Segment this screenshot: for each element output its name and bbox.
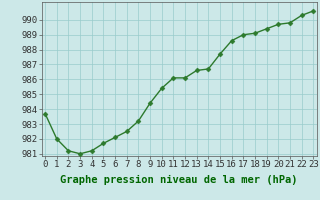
X-axis label: Graphe pression niveau de la mer (hPa): Graphe pression niveau de la mer (hPa) [60, 175, 298, 185]
